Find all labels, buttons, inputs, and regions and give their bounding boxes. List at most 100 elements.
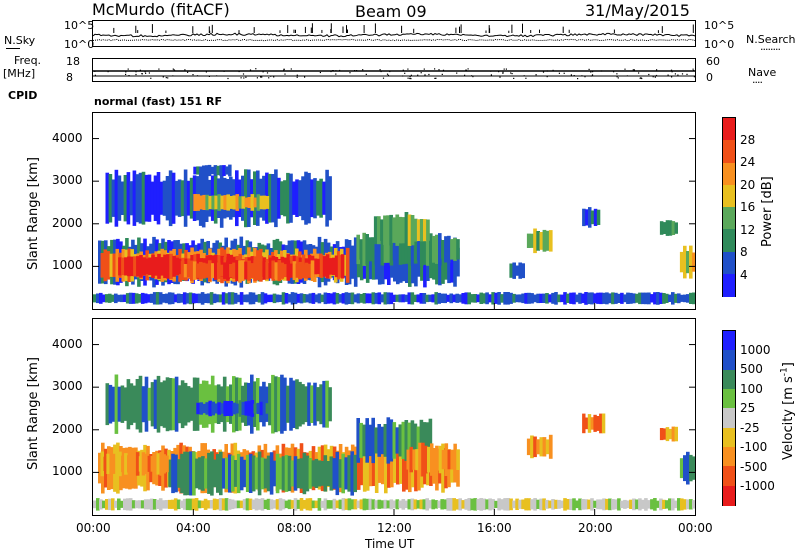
- velocity-echo-cell: [617, 498, 621, 511]
- velocity-echo-cell: [134, 500, 139, 509]
- power-echo-cell: [407, 292, 412, 305]
- velocity-echo-cell: [212, 498, 217, 511]
- power-echo-cell: [521, 293, 525, 304]
- power-echo-cell: [456, 247, 460, 277]
- velocity-echo-cell: [665, 500, 669, 509]
- velocity-echo-cell: [286, 385, 290, 423]
- velocity-colorbar-label: Velocity [m s-1]: [780, 362, 796, 460]
- power-echo-cell: [578, 292, 582, 304]
- power-echo-cell: [671, 292, 675, 305]
- power-echo-cell: [157, 253, 161, 279]
- power-echo-cell: [404, 212, 409, 249]
- velocity-echo-cell: [275, 499, 280, 510]
- velocity-echo-cell: [289, 377, 293, 431]
- power-echo-cell: [449, 293, 453, 304]
- velocity-echo-cell: [278, 457, 283, 490]
- power-echo-cell: [526, 233, 531, 248]
- power-echo-cell: [248, 292, 253, 305]
- power-echo-cell: [135, 174, 140, 223]
- power-echo-cell: [228, 164, 232, 177]
- velocity-echo-cell: [341, 453, 345, 494]
- power-echo-cell: [141, 171, 146, 225]
- power-echo-cell: [216, 165, 220, 176]
- velocity-echo-cell: [527, 498, 531, 511]
- power-echo-cell: [440, 293, 444, 303]
- velocity-echo-cell: [326, 500, 331, 509]
- velocity-echo-cell: [98, 452, 102, 484]
- power-echo-cell: [225, 166, 229, 175]
- velocity-echo-cell: [368, 450, 373, 487]
- power-echo-cell: [175, 257, 179, 276]
- power-echo-cell: [217, 262, 221, 279]
- velocity-echo-cell: [196, 402, 200, 415]
- velocity-echo-cell: [131, 500, 136, 509]
- x-tick-label: 16:00: [477, 521, 512, 535]
- velocity-echo-cell: [329, 500, 334, 509]
- power-echo-cell: [159, 181, 164, 215]
- velocity-echo-cell: [293, 498, 298, 511]
- power-echo-cell: [342, 254, 347, 276]
- power-echo-cell: [202, 165, 206, 176]
- nave-dot: [94, 74, 96, 76]
- velocity-echo-cell: [248, 453, 253, 493]
- power-echo-cell: [103, 249, 108, 282]
- velocity-echo-cell: [332, 498, 337, 510]
- nave-dot: [332, 70, 334, 72]
- velocity-echo-cell: [168, 459, 172, 488]
- velocity-echo-cell: [202, 403, 206, 414]
- nave-dot: [387, 74, 389, 76]
- power-echo-cell: [98, 240, 102, 284]
- velocity-echo-cell: [671, 426, 676, 442]
- power-echo-cell: [127, 256, 131, 277]
- velocity-echo-cell: [632, 498, 636, 511]
- power-echo-cell: [383, 215, 387, 245]
- power-echo-cell: [413, 235, 418, 264]
- nave-dot: [356, 70, 358, 72]
- velocity-echo-cell: [686, 451, 690, 485]
- velocity-colorbar-tick: 500: [740, 362, 763, 376]
- nave-dot: [349, 72, 351, 74]
- power-echo-cell: [419, 293, 424, 304]
- power-echo-cell: [114, 169, 119, 227]
- velocity-echo-cell: [476, 498, 480, 510]
- velocity-echo-cell: [377, 499, 382, 509]
- velocity-echo-cell: [422, 422, 427, 459]
- nave-dot: [424, 74, 426, 76]
- nsky-top-tick: 10^5: [64, 19, 95, 32]
- power-colorbar-segment: [723, 118, 735, 142]
- power-echo-cell: [316, 258, 321, 275]
- velocity-echo-cell: [683, 499, 687, 510]
- velocity-echo-cell: [356, 446, 361, 490]
- nave-dot: [255, 68, 257, 70]
- velocity-echo-cell: [301, 384, 305, 425]
- power-echo-cell: [340, 254, 345, 279]
- power-echo-cell: [588, 207, 592, 228]
- velocity-echo-cell: [227, 498, 232, 510]
- velocity-echo-cell: [611, 499, 615, 510]
- power-echo-cell: [548, 230, 553, 252]
- power-echo-cell: [536, 293, 540, 304]
- velocity-echo-cell: [415, 449, 419, 471]
- velocity-echo-cell: [524, 498, 528, 511]
- velocity-echo-cell: [328, 387, 332, 422]
- velocity-echo-cell: [569, 498, 573, 510]
- power-echo-cell: [218, 294, 223, 303]
- power-echo-cell: [419, 232, 424, 267]
- velocity-echo-cell: [216, 454, 220, 493]
- velocity-echo-cell: [223, 400, 227, 417]
- velocity-echo-cell: [263, 499, 268, 509]
- velocity-echo-cell: [219, 451, 223, 496]
- power-echo-cell: [334, 255, 339, 278]
- nave-dot: [127, 68, 129, 70]
- velocity-echo-cell: [638, 498, 642, 511]
- power-echo-cell: [438, 233, 442, 266]
- velocity-echo-cell: [674, 500, 678, 509]
- power-echo-cell: [503, 292, 507, 305]
- power-echo-cell: [202, 194, 206, 210]
- velocity-echo-cell: [680, 498, 684, 511]
- power-echo-cell: [515, 265, 519, 276]
- power-echo-cell: [286, 260, 291, 281]
- nave-dot: [640, 77, 642, 79]
- power-echo-cell: [215, 294, 220, 303]
- nave-dot: [335, 70, 337, 72]
